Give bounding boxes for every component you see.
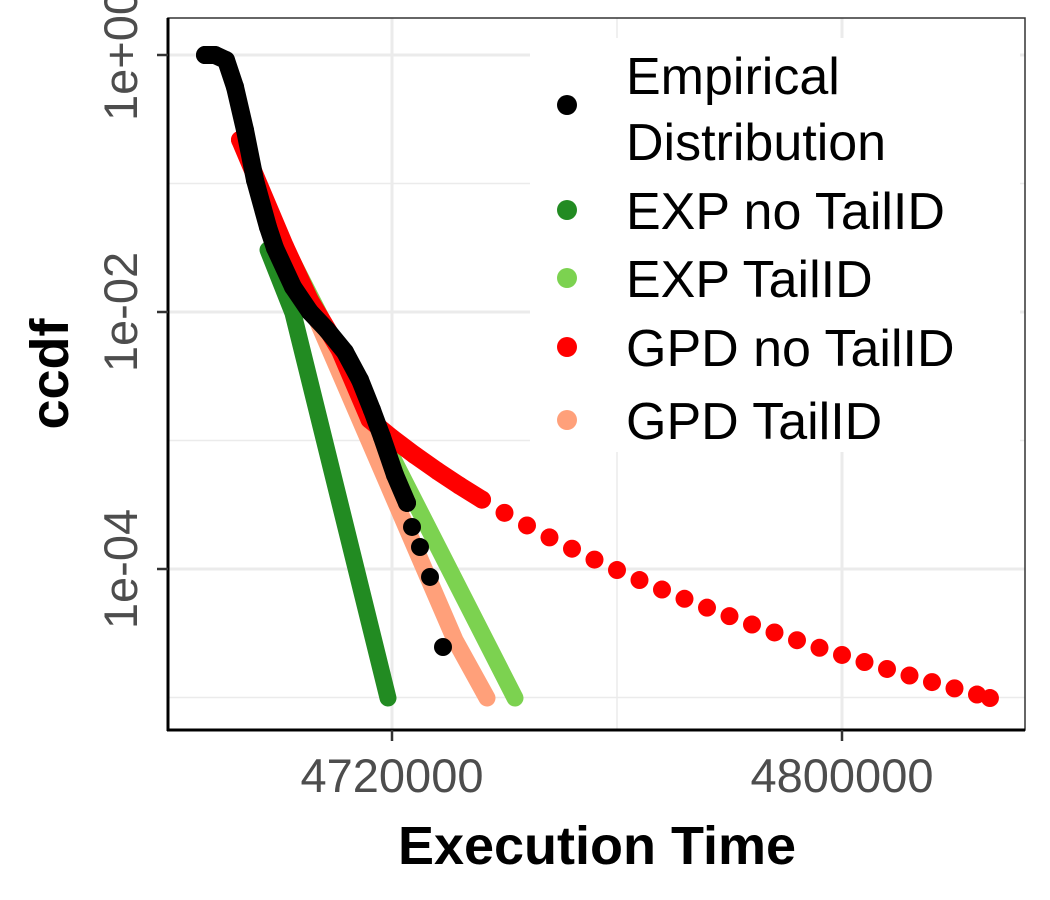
data-point-gpd-no-tailid [923, 673, 941, 692]
data-point-gpd-no-tailid [495, 503, 514, 522]
axis-ticks [157, 53, 844, 741]
legend-key-exp-tailid [557, 268, 577, 288]
legend-label-empirical-line1: Empirical [626, 48, 840, 106]
data-point-empirical-distribution [266, 239, 284, 258]
x-tick-label: 4800000 [751, 749, 934, 802]
legend-label-empirical-line2: Distribution [626, 114, 886, 172]
data-point-gpd-no-tailid [878, 659, 896, 678]
data-point-gpd-no-tailid [945, 679, 964, 698]
legend-key-empirical [557, 95, 577, 115]
legend-label-gpd-no-tailid: GPD no TailID [626, 320, 955, 378]
legend-key-gpd-no-tailid [557, 337, 577, 357]
data-point-gpd-no-tailid [563, 539, 581, 558]
data-point-empirical-distribution [421, 567, 440, 586]
data-point-empirical-distribution [226, 77, 245, 96]
legend-key-gpd-tailid [557, 410, 577, 430]
data-point-gpd-no-tailid [698, 598, 716, 617]
y-axis-title: ccdf [20, 317, 80, 429]
data-point-empirical-distribution [335, 342, 354, 361]
x-axis-title: Execution Time [398, 816, 796, 876]
data-point-gpd-no-tailid [540, 528, 559, 547]
data-point-empirical-distribution [434, 637, 453, 656]
data-point-gpd-no-tailid [810, 638, 829, 657]
data-point-gpd-no-tailid [630, 571, 649, 590]
y-tick-label: 1e-04 [94, 509, 147, 629]
data-point-empirical-distribution [350, 370, 369, 389]
data-point-empirical-distribution [317, 320, 336, 339]
data-point-empirical-distribution [362, 401, 381, 420]
legend: Empirical Distribution EXP no TailID EXP… [530, 38, 1020, 452]
data-point-gpd-no-tailid [473, 490, 491, 509]
data-marks [196, 46, 999, 708]
data-point-gpd-no-tailid [450, 476, 469, 495]
data-point-empirical-distribution [284, 277, 302, 296]
legend-label-gpd-tailid: GPD TailID [626, 393, 882, 451]
data-point-gpd-no-tailid [720, 607, 739, 626]
data-point-gpd-no-tailid [833, 645, 851, 664]
x-tick-label: 4720000 [301, 749, 484, 802]
legend-key-exp-no-tailid [557, 200, 577, 220]
data-point-gpd-no-tailid [585, 550, 604, 569]
data-point-empirical-distribution [411, 538, 430, 557]
data-point-gpd-no-tailid [405, 445, 424, 464]
data-point-empirical-distribution [398, 493, 417, 512]
data-point-empirical-distribution [385, 465, 404, 484]
data-point-gpd-no-tailid [675, 589, 694, 608]
data-point-empirical-distribution [300, 303, 319, 321]
data-point-gpd-no-tailid [980, 689, 999, 708]
data-point-empirical-distribution [403, 517, 422, 536]
data-point-empirical-distribution [372, 428, 391, 447]
data-point-gpd-no-tailid [743, 615, 761, 634]
series-empirical-distribution [196, 46, 453, 656]
data-point-gpd-no-tailid [428, 461, 446, 480]
data-point-gpd-no-tailid [653, 580, 671, 599]
data-point-gpd-no-tailid [900, 666, 919, 685]
data-point-gpd-no-tailid [518, 516, 536, 535]
legend-background [530, 38, 1020, 452]
data-point-gpd-no-tailid [788, 631, 806, 650]
data-point-gpd-no-tailid [855, 653, 874, 672]
data-point-empirical-distribution [245, 171, 264, 190]
data-point-gpd-no-tailid [608, 561, 626, 580]
data-point-empirical-distribution [217, 51, 236, 70]
data-point-empirical-distribution [259, 218, 278, 237]
data-point-gpd-no-tailid [765, 623, 784, 642]
y-tick-label: 1e+00 [94, 0, 147, 121]
y-tick-label: 1e-02 [94, 252, 147, 372]
data-point-empirical-distribution [236, 121, 255, 140]
legend-label-exp-no-tailid: EXP no TailID [626, 183, 945, 241]
legend-label-exp-tailid: EXP TailID [626, 251, 873, 309]
